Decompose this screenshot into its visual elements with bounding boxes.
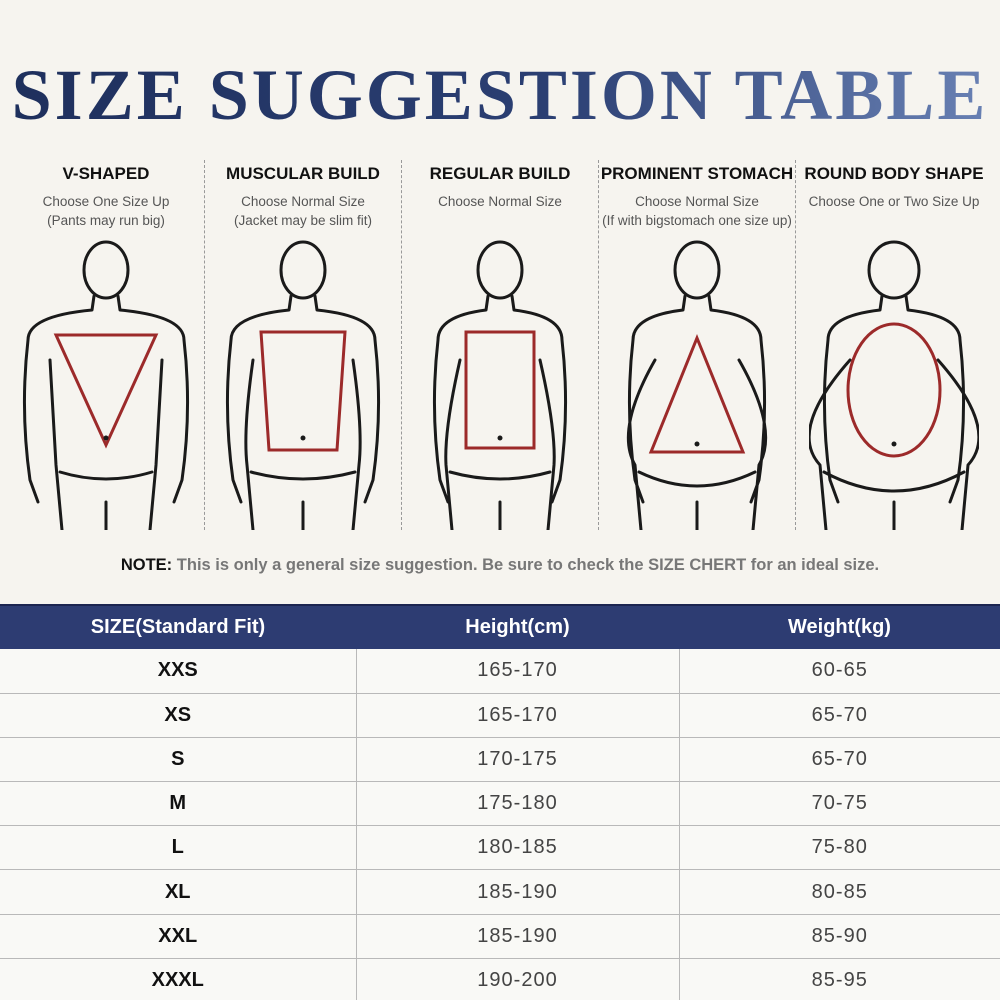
weight-cell: 80-85 <box>678 869 1000 915</box>
head-outline <box>476 240 524 300</box>
body-type-v-shaped: V-SHAPED Choose One Size Up (Pants may r… <box>8 160 204 530</box>
body-shape-highlight <box>464 330 536 450</box>
body-shape-highlight <box>648 333 746 454</box>
navel-dot <box>497 435 503 441</box>
size-cell: XS <box>0 693 356 738</box>
body-outline <box>809 294 979 530</box>
table-row: L 180-185 75-80 <box>0 825 1000 871</box>
height-cell: 190-200 <box>355 958 679 1000</box>
body-type-note: (Pants may run big) <box>47 213 165 228</box>
stomach-figure-icon <box>626 240 768 530</box>
regular-figure-icon <box>432 240 568 530</box>
size-note: NOTE: This is only a general size sugges… <box>0 556 1000 575</box>
height-cell: 170-175 <box>355 737 679 783</box>
size-cell: L <box>0 825 356 871</box>
body-outline <box>225 294 381 530</box>
body-shape-highlight <box>53 333 159 449</box>
body-type-advice: Choose One or Two Size Up <box>808 194 980 209</box>
height-cell: 180-185 <box>355 825 679 871</box>
navel-dot <box>103 435 109 441</box>
height-cell: 185-190 <box>355 914 679 959</box>
note-text: This is only a general size suggestion. … <box>176 556 880 574</box>
height-cell: 185-190 <box>355 869 679 915</box>
body-type-name: MUSCULAR BUILD <box>226 164 380 183</box>
height-cell: 175-180 <box>355 781 679 827</box>
body-type-advice: Choose Normal Size <box>241 194 365 209</box>
navel-dot <box>891 441 897 447</box>
weight-cell: 65-70 <box>678 737 1000 783</box>
head-outline <box>279 240 327 300</box>
table-row: XXL 185-190 85-90 <box>0 914 1000 959</box>
size-cell: XXXL <box>0 958 356 1000</box>
note-label: NOTE: <box>120 556 173 574</box>
weight-cell: 60-65 <box>678 649 1000 694</box>
table-row: XL 185-190 80-85 <box>0 869 1000 915</box>
page-title: SIZE SUGGESTION TABLE <box>0 55 1000 135</box>
navel-dot <box>300 435 306 441</box>
size-cell: S <box>0 737 356 783</box>
weight-cell: 65-70 <box>678 693 1000 738</box>
size-cell: XXS <box>0 649 356 694</box>
body-type-advice: Choose Normal Size <box>635 194 759 209</box>
body-type-muscular: MUSCULAR BUILD Choose Normal Size (Jacke… <box>204 160 401 530</box>
table-row: XS 165-170 65-70 <box>0 693 1000 738</box>
size-cell: M <box>0 781 356 827</box>
head-outline <box>673 240 721 300</box>
round-figure-icon <box>809 240 979 530</box>
body-shape-highlight <box>259 330 347 452</box>
column-header-height: Height(cm) <box>356 604 679 649</box>
body-type-prominent-stomach: PROMINENT STOMACH Choose Normal Size (If… <box>598 160 795 530</box>
body-outline <box>22 294 190 530</box>
body-type-note: (Jacket may be slim fit) <box>233 213 373 228</box>
table-row: XXS 165-170 60-65 <box>0 649 1000 694</box>
table-row: XXXL 190-200 85-95 <box>0 958 1000 1000</box>
body-types-row: V-SHAPED Choose One Size Up (Pants may r… <box>8 160 992 530</box>
head-outline <box>82 240 130 300</box>
table-header-row: SIZE(Standard Fit) Height(cm) Weight(kg) <box>0 604 1000 649</box>
body-type-advice: Choose One Size Up <box>42 194 170 209</box>
column-header-weight: Weight(kg) <box>679 604 1000 649</box>
size-cell: XXL <box>0 914 356 959</box>
body-shape-highlight <box>846 322 942 458</box>
table-row: M 175-180 70-75 <box>0 781 1000 827</box>
body-outline <box>432 294 568 530</box>
height-cell: 165-170 <box>355 693 679 738</box>
body-type-name: ROUND BODY SHAPE <box>804 164 984 183</box>
column-header-size: SIZE(Standard Fit) <box>0 604 356 649</box>
navel-dot <box>694 441 700 447</box>
weight-cell: 85-90 <box>678 914 1000 959</box>
body-type-name: REGULAR BUILD <box>429 164 571 183</box>
weight-cell: 70-75 <box>678 781 1000 827</box>
table-row: S 170-175 65-70 <box>0 737 1000 783</box>
body-outline <box>626 294 768 530</box>
weight-cell: 85-95 <box>678 958 1000 1000</box>
body-type-name: V-SHAPED <box>62 164 150 183</box>
body-type-regular: REGULAR BUILD Choose Normal Size <box>401 160 598 530</box>
body-type-advice: Choose Normal Size <box>438 194 562 209</box>
height-cell: 165-170 <box>355 649 679 694</box>
body-type-name: PROMINENT STOMACH <box>600 164 794 183</box>
body-type-round: ROUND BODY SHAPE Choose One or Two Size … <box>795 160 992 530</box>
v-shaped-figure-icon <box>22 240 190 530</box>
size-cell: XL <box>0 869 356 915</box>
size-table: SIZE(Standard Fit) Height(cm) Weight(kg)… <box>0 604 1000 1000</box>
head-outline <box>867 240 921 300</box>
muscular-figure-icon <box>225 240 381 530</box>
body-type-note: (If with bigstomach one size up) <box>602 213 792 228</box>
weight-cell: 75-80 <box>678 825 1000 871</box>
